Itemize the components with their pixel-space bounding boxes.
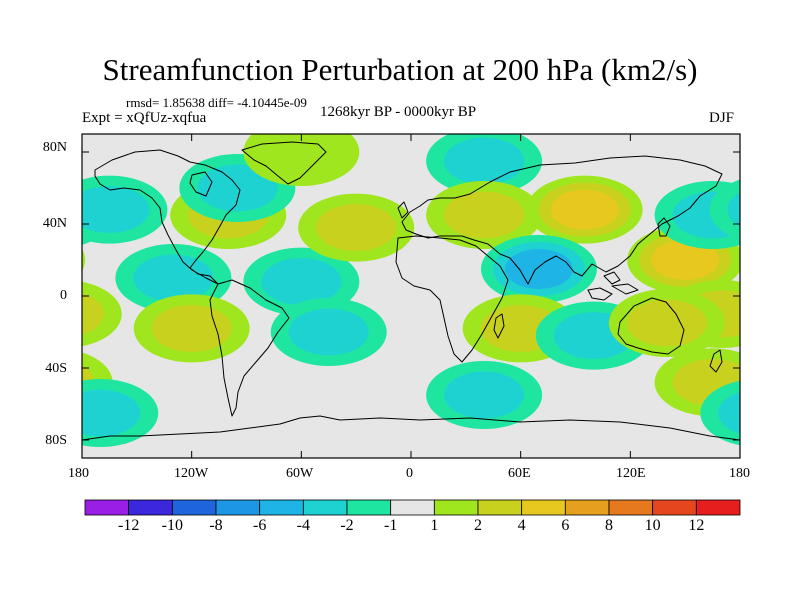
- lon-label-0: 0: [406, 466, 413, 481]
- field-contour-0-0: [82, 248, 86, 272]
- lon-label-60w: 60W: [286, 466, 314, 481]
- colorbar-label: 6: [561, 517, 570, 534]
- stats-line: rmsd= 1.85638 diff= -4.10445e-09: [126, 95, 307, 110]
- lat-label-0: 0: [60, 288, 67, 303]
- field-contour-7-0: [792, 294, 800, 362]
- colorbar-label: -4: [296, 517, 310, 534]
- field-contour-21-1: [718, 392, 740, 434]
- experiment-label: Expt = xQfUz-xqfua: [82, 110, 207, 126]
- coastlines: [82, 141, 740, 441]
- field-contour-11-0: [243, 134, 360, 186]
- field-contour-14-2: [550, 189, 619, 230]
- field-contour-18-1: [626, 299, 707, 347]
- lon-label-180w: 180: [68, 466, 89, 481]
- lat-label-80n: 80N: [42, 140, 67, 155]
- colorbar-swatch: [302, 499, 348, 516]
- coast-africa: [395, 235, 509, 363]
- colorbar-swatch: [608, 499, 654, 516]
- field-contour-1-1: [82, 293, 104, 335]
- field-contour-4-1: [133, 254, 214, 302]
- lon-label-120e: 120E: [616, 466, 646, 481]
- colorbar-label: -10: [161, 517, 183, 534]
- colorbar-label: 2: [474, 517, 482, 534]
- colorbar-swatch: [564, 499, 610, 516]
- plot-title: Streamfunction Perturbation at 200 hPa (…: [102, 52, 698, 87]
- colorbar-swatch: [259, 499, 304, 516]
- coast-antarctica: [82, 415, 740, 441]
- coast-japan: [657, 217, 671, 237]
- lon-label-60e: 60E: [508, 466, 531, 481]
- field-contour-7-1: [151, 304, 232, 352]
- coast-greenland: [241, 141, 327, 185]
- colorbar-label: 8: [605, 517, 613, 534]
- colorbar-swatch: [84, 499, 130, 516]
- season-label: DJF: [709, 110, 735, 126]
- field-contour-18-0: [0, 289, 67, 357]
- colorbar-label: -6: [252, 517, 267, 534]
- field-contour-0-1: [0, 233, 73, 287]
- colorbar-swatch: [390, 499, 435, 516]
- field-contour-21-1: [82, 389, 141, 437]
- field-contour-9-1: [288, 308, 369, 356]
- coast-madagascar: [493, 313, 505, 339]
- colorbar-swatch: [521, 499, 566, 516]
- field-contour-10-1: [316, 204, 397, 252]
- colorbar-swatch: [433, 499, 479, 516]
- coast-new-zealand: [709, 349, 723, 373]
- lat-label-40n: 40N: [42, 216, 67, 231]
- coast-europe-asia: [401, 155, 723, 285]
- field-contour-18-1: [0, 300, 49, 347]
- lat-label-80s: 80S: [45, 433, 67, 448]
- field-contour-3-1: [727, 192, 740, 227]
- colorbar-label: -1: [383, 517, 398, 534]
- colorbar-label: -2: [340, 517, 354, 534]
- field-contour-3-0: [709, 179, 740, 240]
- field-contour-3-1: [82, 186, 150, 234]
- field-contour-4-1: [791, 255, 800, 302]
- lon-label-180e: 180: [729, 466, 750, 481]
- coast-australia: [617, 297, 685, 355]
- axis-ticks: [81, 134, 741, 458]
- field-contour-6-1: [197, 164, 278, 212]
- field-contour-0-2: [0, 240, 61, 280]
- colorbar-swatch: [477, 499, 523, 516]
- colorbar-swatch: [695, 499, 741, 516]
- colorbar-label: 12: [688, 517, 705, 534]
- coast-uk: [397, 201, 409, 219]
- field-contour-15-2: [504, 249, 573, 289]
- field-contour-4-0: [773, 244, 800, 312]
- colorbar: [84, 499, 741, 516]
- field-contour-13-1: [444, 191, 525, 239]
- coast-north-america: [94, 149, 241, 285]
- colorbar-label: 10: [644, 517, 661, 534]
- coast-indonesia: [587, 271, 639, 301]
- field-contour-20-1: [444, 371, 525, 419]
- streamfunction-field: [0, 134, 800, 447]
- coast-south-america: [209, 279, 290, 417]
- colorbar-label: -12: [117, 517, 140, 534]
- colorbar-swatch: [215, 499, 261, 516]
- lon-label-120w: 120W: [174, 466, 209, 481]
- field-contour-12-1: [444, 137, 525, 185]
- lat-label-40s: 40S: [45, 361, 67, 376]
- colorbar-swatch: [346, 499, 392, 516]
- field-contour-1-0: [82, 281, 122, 347]
- period-label: 1268kyr BP - 0000kyr BP: [320, 104, 477, 120]
- colorbar-label: 1: [430, 517, 439, 534]
- field-contour-0-2: [651, 240, 720, 280]
- colorbar-swatch: [171, 499, 217, 516]
- coast-hudson: [189, 171, 213, 197]
- colorbar-label: -8: [209, 517, 223, 534]
- colorbar-swatch: [128, 499, 173, 516]
- field-contour-8-1: [261, 258, 342, 306]
- colorbar-swatch: [652, 499, 697, 516]
- colorbar-label: 4: [517, 517, 526, 534]
